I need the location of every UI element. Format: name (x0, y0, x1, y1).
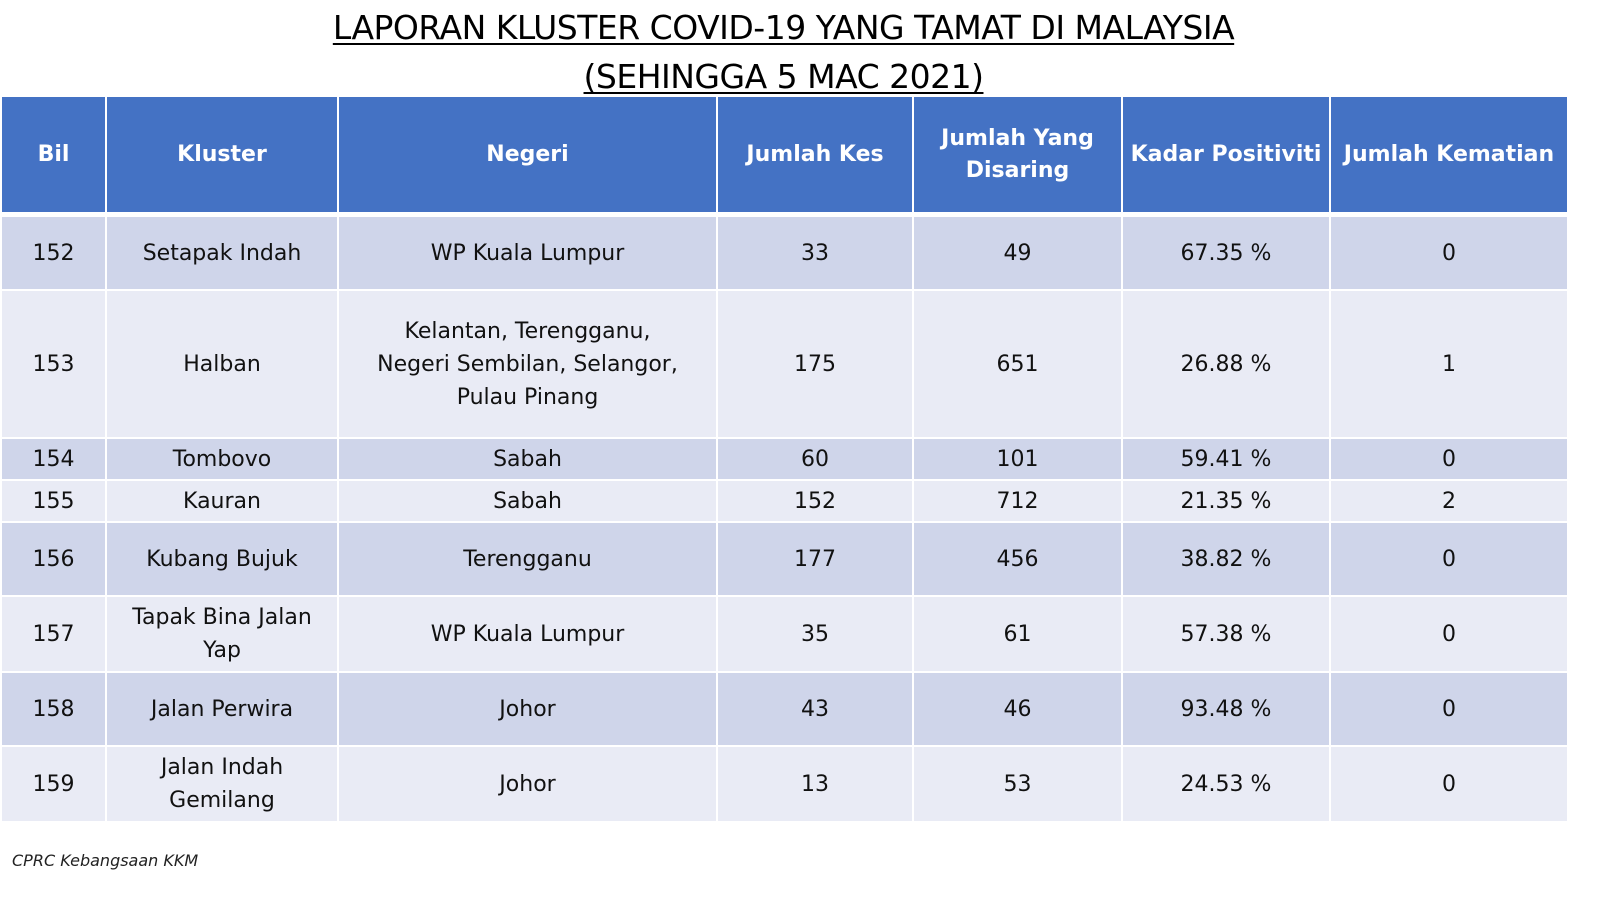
cell-jumlah-kematian: 0 (1329, 671, 1569, 747)
cell-jumlah-kes: 175 (716, 289, 914, 439)
cell-bil: 156 (0, 521, 107, 597)
cell-negeri: Johor (337, 671, 718, 747)
cell-kluster: Setapak Indah (105, 213, 339, 291)
cell-jumlah-disaring: 46 (912, 671, 1123, 747)
cell-kadar-positiviti: 93.48 % (1121, 671, 1331, 747)
header-kadar-positiviti: Kadar Positiviti (1121, 95, 1331, 216)
cell-kadar-positiviti: 38.82 % (1121, 521, 1331, 597)
cell-negeri: Sabah (337, 479, 718, 523)
cell-kluster: Jalan Perwira (105, 671, 339, 747)
table-row: 155 Kauran Sabah 152 712 21.35 % 2 (0, 479, 1569, 523)
cell-bil: 154 (0, 437, 107, 481)
header-negeri: Negeri (337, 95, 718, 216)
cell-jumlah-kes: 60 (716, 437, 914, 481)
cell-bil: 153 (0, 289, 107, 439)
report-title: LAPORAN KLUSTER COVID-19 YANG TAMAT DI M… (0, 6, 1567, 104)
cell-negeri: Terengganu (337, 521, 718, 597)
cell-kluster: Kauran (105, 479, 339, 523)
table-row: 158 Jalan Perwira Johor 43 46 93.48 % 0 (0, 671, 1569, 747)
cell-kluster: Kubang Bujuk (105, 521, 339, 597)
cell-kluster: Tombovo (105, 437, 339, 481)
cell-jumlah-disaring: 651 (912, 289, 1123, 439)
cluster-table: Bil Kluster Negeri Jumlah Kes Jumlah Yan… (0, 95, 1569, 823)
cell-jumlah-kematian: 1 (1329, 289, 1569, 439)
cell-jumlah-kes: 152 (716, 479, 914, 523)
cell-kadar-positiviti: 21.35 % (1121, 479, 1331, 523)
cell-kadar-positiviti: 67.35 % (1121, 213, 1331, 291)
cell-jumlah-disaring: 712 (912, 479, 1123, 523)
table-row: 159 Jalan Indah Gemilang Johor 13 53 24.… (0, 745, 1569, 823)
cell-kadar-positiviti: 24.53 % (1121, 745, 1331, 823)
title-line-1: LAPORAN KLUSTER COVID-19 YANG TAMAT DI M… (332, 8, 1235, 47)
cell-negeri: Kelantan, Terengganu, Negeri Sembilan, S… (337, 289, 718, 439)
header-jumlah-kematian: Jumlah Kematian (1329, 95, 1569, 216)
cell-kluster: Tapak Bina Jalan Yap (105, 595, 339, 673)
cell-negeri: WP Kuala Lumpur (337, 213, 718, 291)
cell-jumlah-kes: 33 (716, 213, 914, 291)
cell-kluster: Jalan Indah Gemilang (105, 745, 339, 823)
header-row: Bil Kluster Negeri Jumlah Kes Jumlah Yan… (0, 95, 1569, 216)
cell-jumlah-kes: 13 (716, 745, 914, 823)
cell-jumlah-kematian: 0 (1329, 521, 1569, 597)
cell-jumlah-disaring: 101 (912, 437, 1123, 481)
cell-jumlah-kes: 43 (716, 671, 914, 747)
cell-bil: 157 (0, 595, 107, 673)
cell-jumlah-kes: 177 (716, 521, 914, 597)
cell-jumlah-disaring: 53 (912, 745, 1123, 823)
cell-jumlah-kematian: 0 (1329, 745, 1569, 823)
cell-jumlah-kematian: 2 (1329, 479, 1569, 523)
cell-jumlah-kes: 35 (716, 595, 914, 673)
header-jumlah-disaring: Jumlah Yang Disaring (912, 95, 1123, 216)
cell-bil: 158 (0, 671, 107, 747)
table-row: 152 Setapak Indah WP Kuala Lumpur 33 49 … (0, 213, 1569, 291)
cell-kluster: Halban (105, 289, 339, 439)
header-bil: Bil (0, 95, 107, 216)
header-jumlah-kes: Jumlah Kes (716, 95, 914, 216)
table-row: 156 Kubang Bujuk Terengganu 177 456 38.8… (0, 521, 1569, 597)
cell-jumlah-disaring: 49 (912, 213, 1123, 291)
cell-kadar-positiviti: 26.88 % (1121, 289, 1331, 439)
cell-kadar-positiviti: 59.41 % (1121, 437, 1331, 481)
cell-jumlah-disaring: 61 (912, 595, 1123, 673)
source-note: CPRC Kebangsaan KKM (12, 851, 199, 870)
cell-negeri: Johor (337, 745, 718, 823)
cell-kadar-positiviti: 57.38 % (1121, 595, 1331, 673)
cell-bil: 152 (0, 213, 107, 291)
header-kluster: Kluster (105, 95, 339, 216)
table-row: 154 Tombovo Sabah 60 101 59.41 % 0 (0, 437, 1569, 481)
cell-jumlah-kematian: 0 (1329, 437, 1569, 481)
cell-jumlah-disaring: 456 (912, 521, 1123, 597)
cell-negeri: Sabah (337, 437, 718, 481)
cell-negeri: WP Kuala Lumpur (337, 595, 718, 673)
table-row: 157 Tapak Bina Jalan Yap WP Kuala Lumpur… (0, 595, 1569, 673)
title-line-2: (SEHINGGA 5 MAC 2021) (583, 57, 984, 96)
cell-bil: 159 (0, 745, 107, 823)
cell-jumlah-kematian: 0 (1329, 595, 1569, 673)
table-row: 153 Halban Kelantan, Terengganu, Negeri … (0, 289, 1569, 439)
cell-jumlah-kematian: 0 (1329, 213, 1569, 291)
cell-bil: 155 (0, 479, 107, 523)
